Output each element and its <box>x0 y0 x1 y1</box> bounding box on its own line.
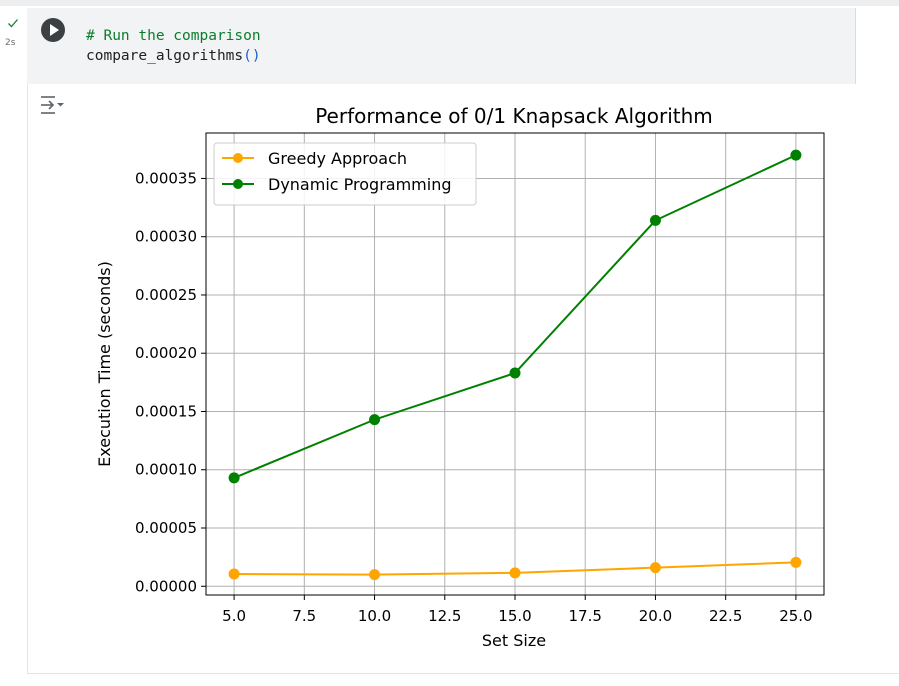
y-tick-label: 0.00035 <box>135 169 197 187</box>
code-call-line: compare_algorithms() <box>86 46 261 66</box>
cell-rail <box>27 84 28 674</box>
x-tick-label: 7.5 <box>292 607 316 625</box>
cell-right-border <box>855 8 856 84</box>
run-cell-button[interactable] <box>41 18 65 42</box>
code-cell-input[interactable] <box>27 8 855 84</box>
data-point-1-1 <box>369 414 381 426</box>
cell-gutter: 2s <box>0 6 27 686</box>
y-tick-label: 0.00025 <box>135 286 197 304</box>
code-comment: # Run the comparison <box>86 28 261 44</box>
output-toggle-icon[interactable] <box>38 94 66 116</box>
y-tick-label: 0.00015 <box>135 402 197 420</box>
data-point-1-3 <box>649 214 661 226</box>
y-tick-label: 0.00000 <box>135 577 197 595</box>
legend-marker-dp <box>233 179 243 189</box>
data-point-0-2 <box>509 567 521 579</box>
check-icon <box>8 19 18 28</box>
data-point-0-0 <box>228 568 240 580</box>
y-axis-ticks: 0.00000 0.00005 0.00010 0.00015 0.00020 0.000… <box>135 169 206 595</box>
data-point-0-4 <box>790 556 802 568</box>
data-point-0-1 <box>369 569 381 581</box>
y-axis-label: Execution Time (seconds) <box>95 261 114 467</box>
chart-title: Performance of 0/1 Knapsack Algorithm <box>315 104 713 128</box>
legend: Greedy Approach Dynamic Programming <box>213 142 477 206</box>
x-tick-label: 22.5 <box>709 607 742 625</box>
x-axis-ticks: 5.0 7.5 10.0 12.5 15.0 17.5 20.0 22.5 25.0 <box>222 595 813 625</box>
y-tick-label: 0.00010 <box>135 461 197 479</box>
x-axis-label: Set Size <box>482 631 546 650</box>
code-function-name: compare_algorithms <box>86 48 244 64</box>
grid-lines <box>206 133 824 595</box>
series-markers <box>228 149 802 581</box>
legend-label-greedy: Greedy Approach <box>268 149 407 168</box>
execution-time: 2s <box>5 38 16 48</box>
x-tick-label: 20.0 <box>639 607 672 625</box>
x-tick-label: 25.0 <box>779 607 812 625</box>
data-point-1-2 <box>509 367 521 379</box>
performance-chart: 5.0 7.5 10.0 12.5 15.0 17.5 20.0 22.5 25.0 0.000… <box>95 104 825 650</box>
x-tick-label: 5.0 <box>222 607 246 625</box>
code-editor[interactable]: # Run the comparison compare_algorithms(… <box>86 26 261 66</box>
data-point-1-4 <box>790 149 802 161</box>
cell-bottom-border <box>27 673 899 674</box>
data-point-1-0 <box>228 472 240 484</box>
y-tick-label: 0.00030 <box>135 228 197 246</box>
cell-top-border <box>0 0 899 6</box>
x-tick-label: 10.0 <box>358 607 391 625</box>
data-point-0-3 <box>649 562 661 574</box>
legend-label-dp: Dynamic Programming <box>268 175 451 194</box>
legend-box <box>213 142 477 206</box>
code-parens: () <box>243 48 261 64</box>
y-tick-label: 0.00020 <box>135 344 197 362</box>
x-tick-label: 15.0 <box>498 607 531 625</box>
y-tick-label: 0.00005 <box>135 519 197 537</box>
legend-marker-greedy <box>233 153 243 163</box>
play-icon <box>50 24 59 36</box>
x-tick-label: 17.5 <box>569 607 602 625</box>
x-tick-label: 12.5 <box>428 607 461 625</box>
